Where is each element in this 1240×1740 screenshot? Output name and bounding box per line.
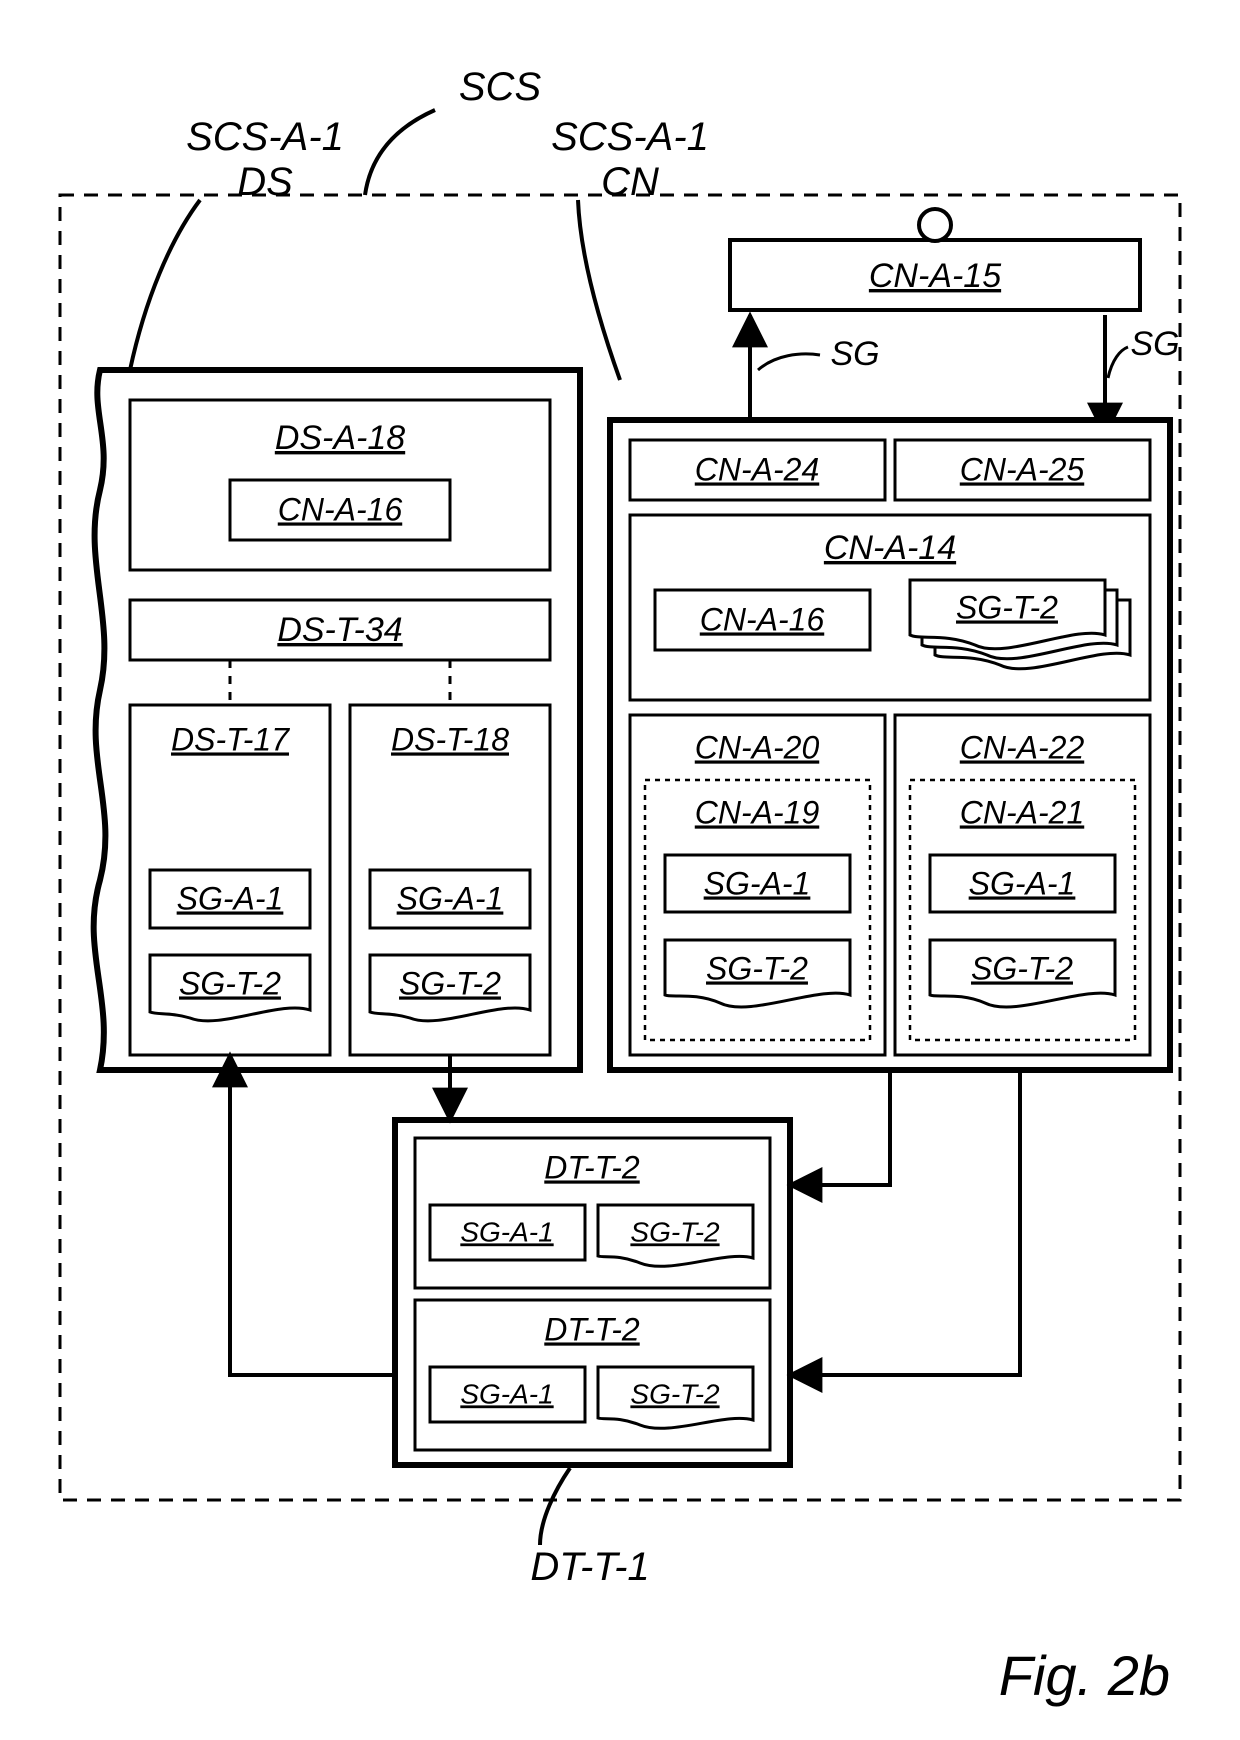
sg-right-leader	[1108, 347, 1128, 378]
label-sg-a-1-dt-upper: SG-A-1	[460, 1216, 553, 1247]
label-cn-a-22: CN-A-22	[960, 729, 1085, 765]
label-scs-a1-ds-1: SCS-A-1	[186, 115, 344, 159]
leader-scs	[365, 110, 435, 195]
label-ds-t-18: DS-T-18	[391, 721, 509, 757]
label-scs-a1-cn-1: SCS-A-1	[551, 115, 709, 159]
label-sg-t-2-dt-upper: SG-T-2	[630, 1216, 720, 1247]
label-sg-t-2-stack: SG-T-2	[956, 589, 1058, 625]
label-sg-t-2-cn21: SG-T-2	[971, 950, 1073, 986]
label-ds-a-18: DS-A-18	[275, 419, 405, 457]
label-sg-right: SG	[1130, 325, 1179, 363]
label-sg-a-1-dst17: SG-A-1	[177, 880, 284, 916]
label-dt-t-2-lower: DT-T-2	[544, 1311, 640, 1347]
label-sg-t-2-dt-lower: SG-T-2	[630, 1378, 720, 1409]
label-cn-a-14: CN-A-14	[824, 529, 956, 567]
sg-left-leader	[758, 354, 820, 370]
label-ds-t-34: DS-T-34	[277, 611, 402, 649]
label-sg-a-1-cn19: SG-A-1	[704, 865, 811, 901]
leader-cn	[578, 200, 620, 380]
label-sg-a-1-dt-lower: SG-A-1	[460, 1378, 553, 1409]
label-dt-t-1: DT-T-1	[530, 1545, 649, 1589]
label-cn-a-16: CN-A-16	[700, 601, 825, 637]
leader-dt-t-1	[540, 1468, 570, 1545]
label-sg-t-2-dst18: SG-T-2	[399, 965, 501, 1001]
arrow-ds17-dt	[230, 1055, 395, 1375]
label-cn-a-15: CN-A-15	[869, 257, 1001, 295]
label-dt-t-2-upper: DT-T-2	[544, 1149, 640, 1185]
label-scs-a1-cn-2: CN	[601, 160, 659, 204]
leader-ds	[130, 200, 200, 370]
label-sg-a-1-dst18: SG-A-1	[397, 880, 504, 916]
label-scs: SCS	[459, 65, 542, 109]
label-scs-a1-ds-2: DS	[237, 160, 293, 204]
label-cn-a-19: CN-A-19	[695, 794, 820, 830]
label-sg-t-2-cn19: SG-T-2	[706, 950, 808, 986]
diagram-root: SCS SCS-A-1 DS SCS-A-1 CN DS-A-18 CN-A-1…	[0, 0, 1240, 1740]
figure-label: Fig. 2b	[999, 1644, 1170, 1707]
label-cn-a-24: CN-A-24	[695, 451, 819, 487]
label-cn-a-25: CN-A-25	[960, 451, 1085, 487]
label-sg-a-1-cn21: SG-A-1	[969, 865, 1076, 901]
arrow-cn-dt-upper	[790, 1070, 890, 1185]
label-cn-a-21: CN-A-21	[960, 794, 1084, 830]
label-cn-a-16-ds: CN-A-16	[278, 491, 403, 527]
label-cn-a-20: CN-A-20	[695, 729, 820, 765]
arrow-cn-dt-lower	[790, 1070, 1020, 1375]
label-sg-left: SG	[830, 335, 879, 373]
label-sg-t-2-dst17: SG-T-2	[179, 965, 281, 1001]
cn-a-15-circle	[919, 209, 951, 241]
label-ds-t-17: DS-T-17	[171, 721, 290, 757]
